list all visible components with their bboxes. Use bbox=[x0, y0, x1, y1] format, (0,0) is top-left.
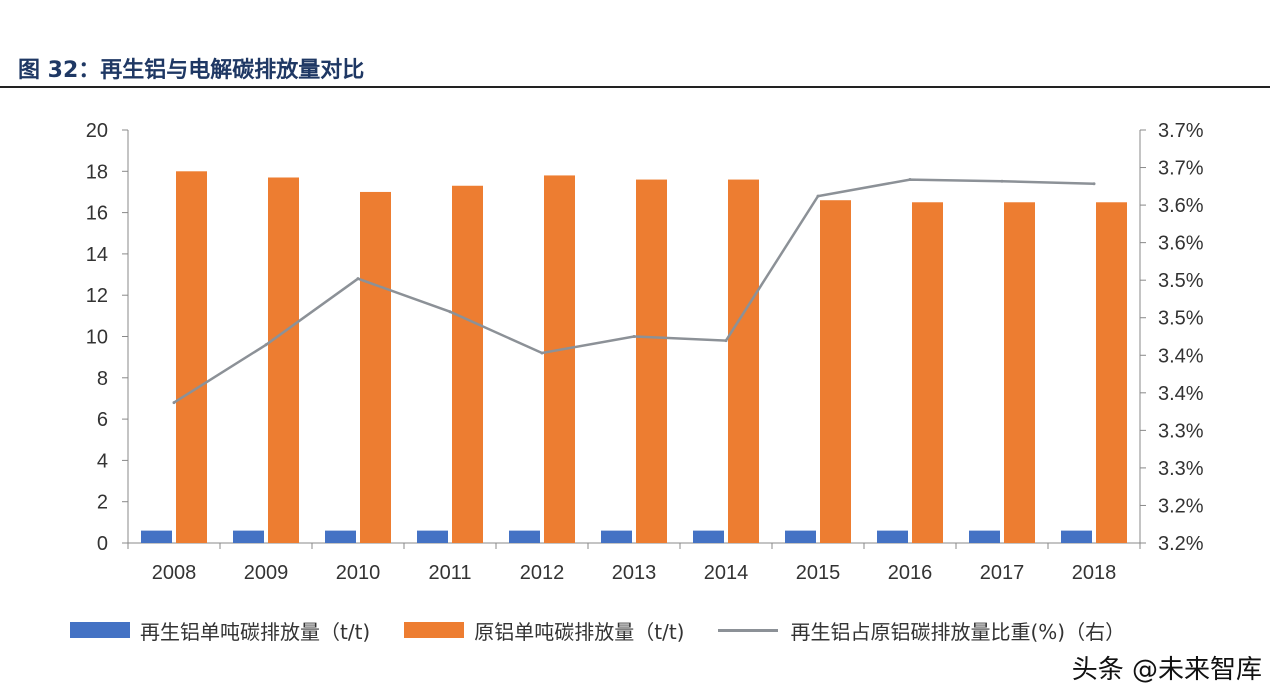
y-left-tick-label: 12 bbox=[86, 285, 108, 307]
line-point bbox=[172, 401, 176, 405]
y-left-tick-label: 2 bbox=[97, 492, 108, 514]
y-right-tick-label: 3.2% bbox=[1158, 533, 1204, 555]
chart-bars bbox=[141, 171, 1127, 544]
x-tick-label: 2011 bbox=[428, 562, 471, 584]
bar-primary bbox=[1096, 202, 1127, 543]
line-point bbox=[816, 194, 820, 198]
line-point bbox=[632, 335, 636, 338]
y-left-tick-label: 8 bbox=[97, 368, 108, 390]
legend-swatch-recycled bbox=[70, 622, 130, 638]
bar-recycled bbox=[1061, 530, 1092, 543]
legend-swatch-ratio bbox=[718, 628, 779, 632]
legend-item-recycled: 再生铝单吨碳排放量（t/t) bbox=[70, 616, 370, 645]
bar-recycled bbox=[601, 530, 632, 543]
chart-labels: 0 2 4 6 8 10 12 14 16 18 20 3.2% 3.2% 3.3% 3.3% 3.4% 3.4… bbox=[86, 120, 1204, 584]
x-tick-label: 2012 bbox=[520, 562, 565, 584]
legend-swatch-primary bbox=[404, 622, 465, 638]
line-ratio bbox=[173, 178, 1095, 404]
legend-label-ratio: 再生铝占原铝碳排放量比重(%)（右） bbox=[790, 619, 1126, 644]
y-right-tick-label: 3.6% bbox=[1158, 195, 1204, 217]
legend-label-primary: 原铝单吨碳排放量（t/t) bbox=[474, 619, 685, 644]
y-left-tick-label: 14 bbox=[86, 244, 108, 266]
bar-primary bbox=[452, 185, 483, 543]
x-tick-label: 2018 bbox=[1072, 562, 1117, 584]
y-left-tick-label: 6 bbox=[97, 409, 108, 431]
bar-recycled bbox=[785, 530, 816, 543]
watermark: 头条 @未来智库 bbox=[1071, 655, 1262, 685]
legend-item-ratio: 再生铝占原铝碳排放量比重(%)（右） bbox=[718, 616, 1125, 645]
y-left-tick-label: 20 bbox=[86, 120, 108, 142]
y-right-tick-label: 3.7% bbox=[1158, 120, 1204, 142]
line-point bbox=[448, 310, 452, 314]
bar-primary bbox=[728, 179, 759, 543]
y-right-tick-label: 3.4% bbox=[1158, 345, 1204, 367]
y-right-tick-label: 3.5% bbox=[1158, 270, 1204, 292]
line-point bbox=[1000, 179, 1004, 183]
x-tick-label: 2013 bbox=[612, 562, 657, 584]
bar-recycled bbox=[969, 530, 1000, 543]
line-point bbox=[1092, 182, 1096, 186]
bar-primary bbox=[360, 191, 391, 543]
line-point bbox=[264, 343, 268, 347]
x-tick-label: 2014 bbox=[704, 562, 749, 584]
y-left-tick-label: 4 bbox=[97, 450, 108, 472]
title-rule bbox=[0, 86, 1270, 88]
bar-primary bbox=[912, 202, 943, 543]
chart: 0 2 4 6 8 10 12 14 16 18 20 3.2% 3.2% 3.3% 3.3% 3.4% 3.4… bbox=[86, 120, 1204, 584]
x-tick-label: 2016 bbox=[888, 562, 933, 584]
legend: 再生铝单吨碳排放量（t/t) 原铝单吨碳排放量（t/t) 再生铝占原铝碳排放量比… bbox=[70, 615, 1159, 645]
bar-primary bbox=[636, 179, 667, 543]
line-point bbox=[724, 339, 728, 343]
y-right-tick-label: 3.7% bbox=[1158, 158, 1204, 180]
bar-recycled bbox=[693, 530, 724, 543]
bar-recycled bbox=[325, 530, 356, 543]
legend-label-recycled: 再生铝单吨碳排放量（t/t) bbox=[140, 619, 371, 644]
bar-primary bbox=[544, 175, 575, 543]
x-tick-label: 2009 bbox=[244, 562, 289, 584]
y-left-tick-label: 0 bbox=[97, 533, 108, 555]
y-left-tick-label: 16 bbox=[86, 203, 108, 225]
bar-primary bbox=[268, 177, 299, 543]
x-tick-label: 2008 bbox=[152, 562, 197, 584]
x-tick-label: 2017 bbox=[980, 562, 1025, 584]
y-right-tick-label: 3.2% bbox=[1158, 495, 1204, 517]
y-left-tick-label: 18 bbox=[86, 161, 108, 183]
chart-title: 图 32：再生铝与电解碳排放量对比 bbox=[18, 58, 365, 83]
bar-primary bbox=[176, 171, 207, 544]
y-right-tick-label: 3.3% bbox=[1158, 458, 1204, 480]
y-right-tick-label: 3.4% bbox=[1158, 383, 1204, 405]
bar-recycled bbox=[141, 530, 172, 543]
bar-primary bbox=[820, 200, 851, 543]
bar-primary bbox=[1004, 202, 1035, 543]
line-point bbox=[356, 277, 360, 281]
y-right-tick-label: 3.5% bbox=[1158, 308, 1204, 330]
x-tick-label: 2015 bbox=[796, 562, 841, 584]
bar-recycled bbox=[417, 530, 448, 543]
y-right-tick-label: 3.6% bbox=[1158, 233, 1204, 255]
x-tick-label: 2010 bbox=[336, 562, 381, 584]
bar-recycled bbox=[233, 530, 264, 543]
chart-line bbox=[172, 178, 1096, 405]
y-right-tick-label: 3.3% bbox=[1158, 420, 1204, 442]
y-left-tick-label: 10 bbox=[86, 327, 108, 349]
bar-recycled bbox=[877, 530, 908, 543]
legend-item-primary: 原铝单吨碳排放量（t/t) bbox=[404, 616, 684, 645]
line-point bbox=[540, 351, 544, 355]
bar-recycled bbox=[509, 530, 540, 543]
line-point bbox=[908, 178, 912, 182]
